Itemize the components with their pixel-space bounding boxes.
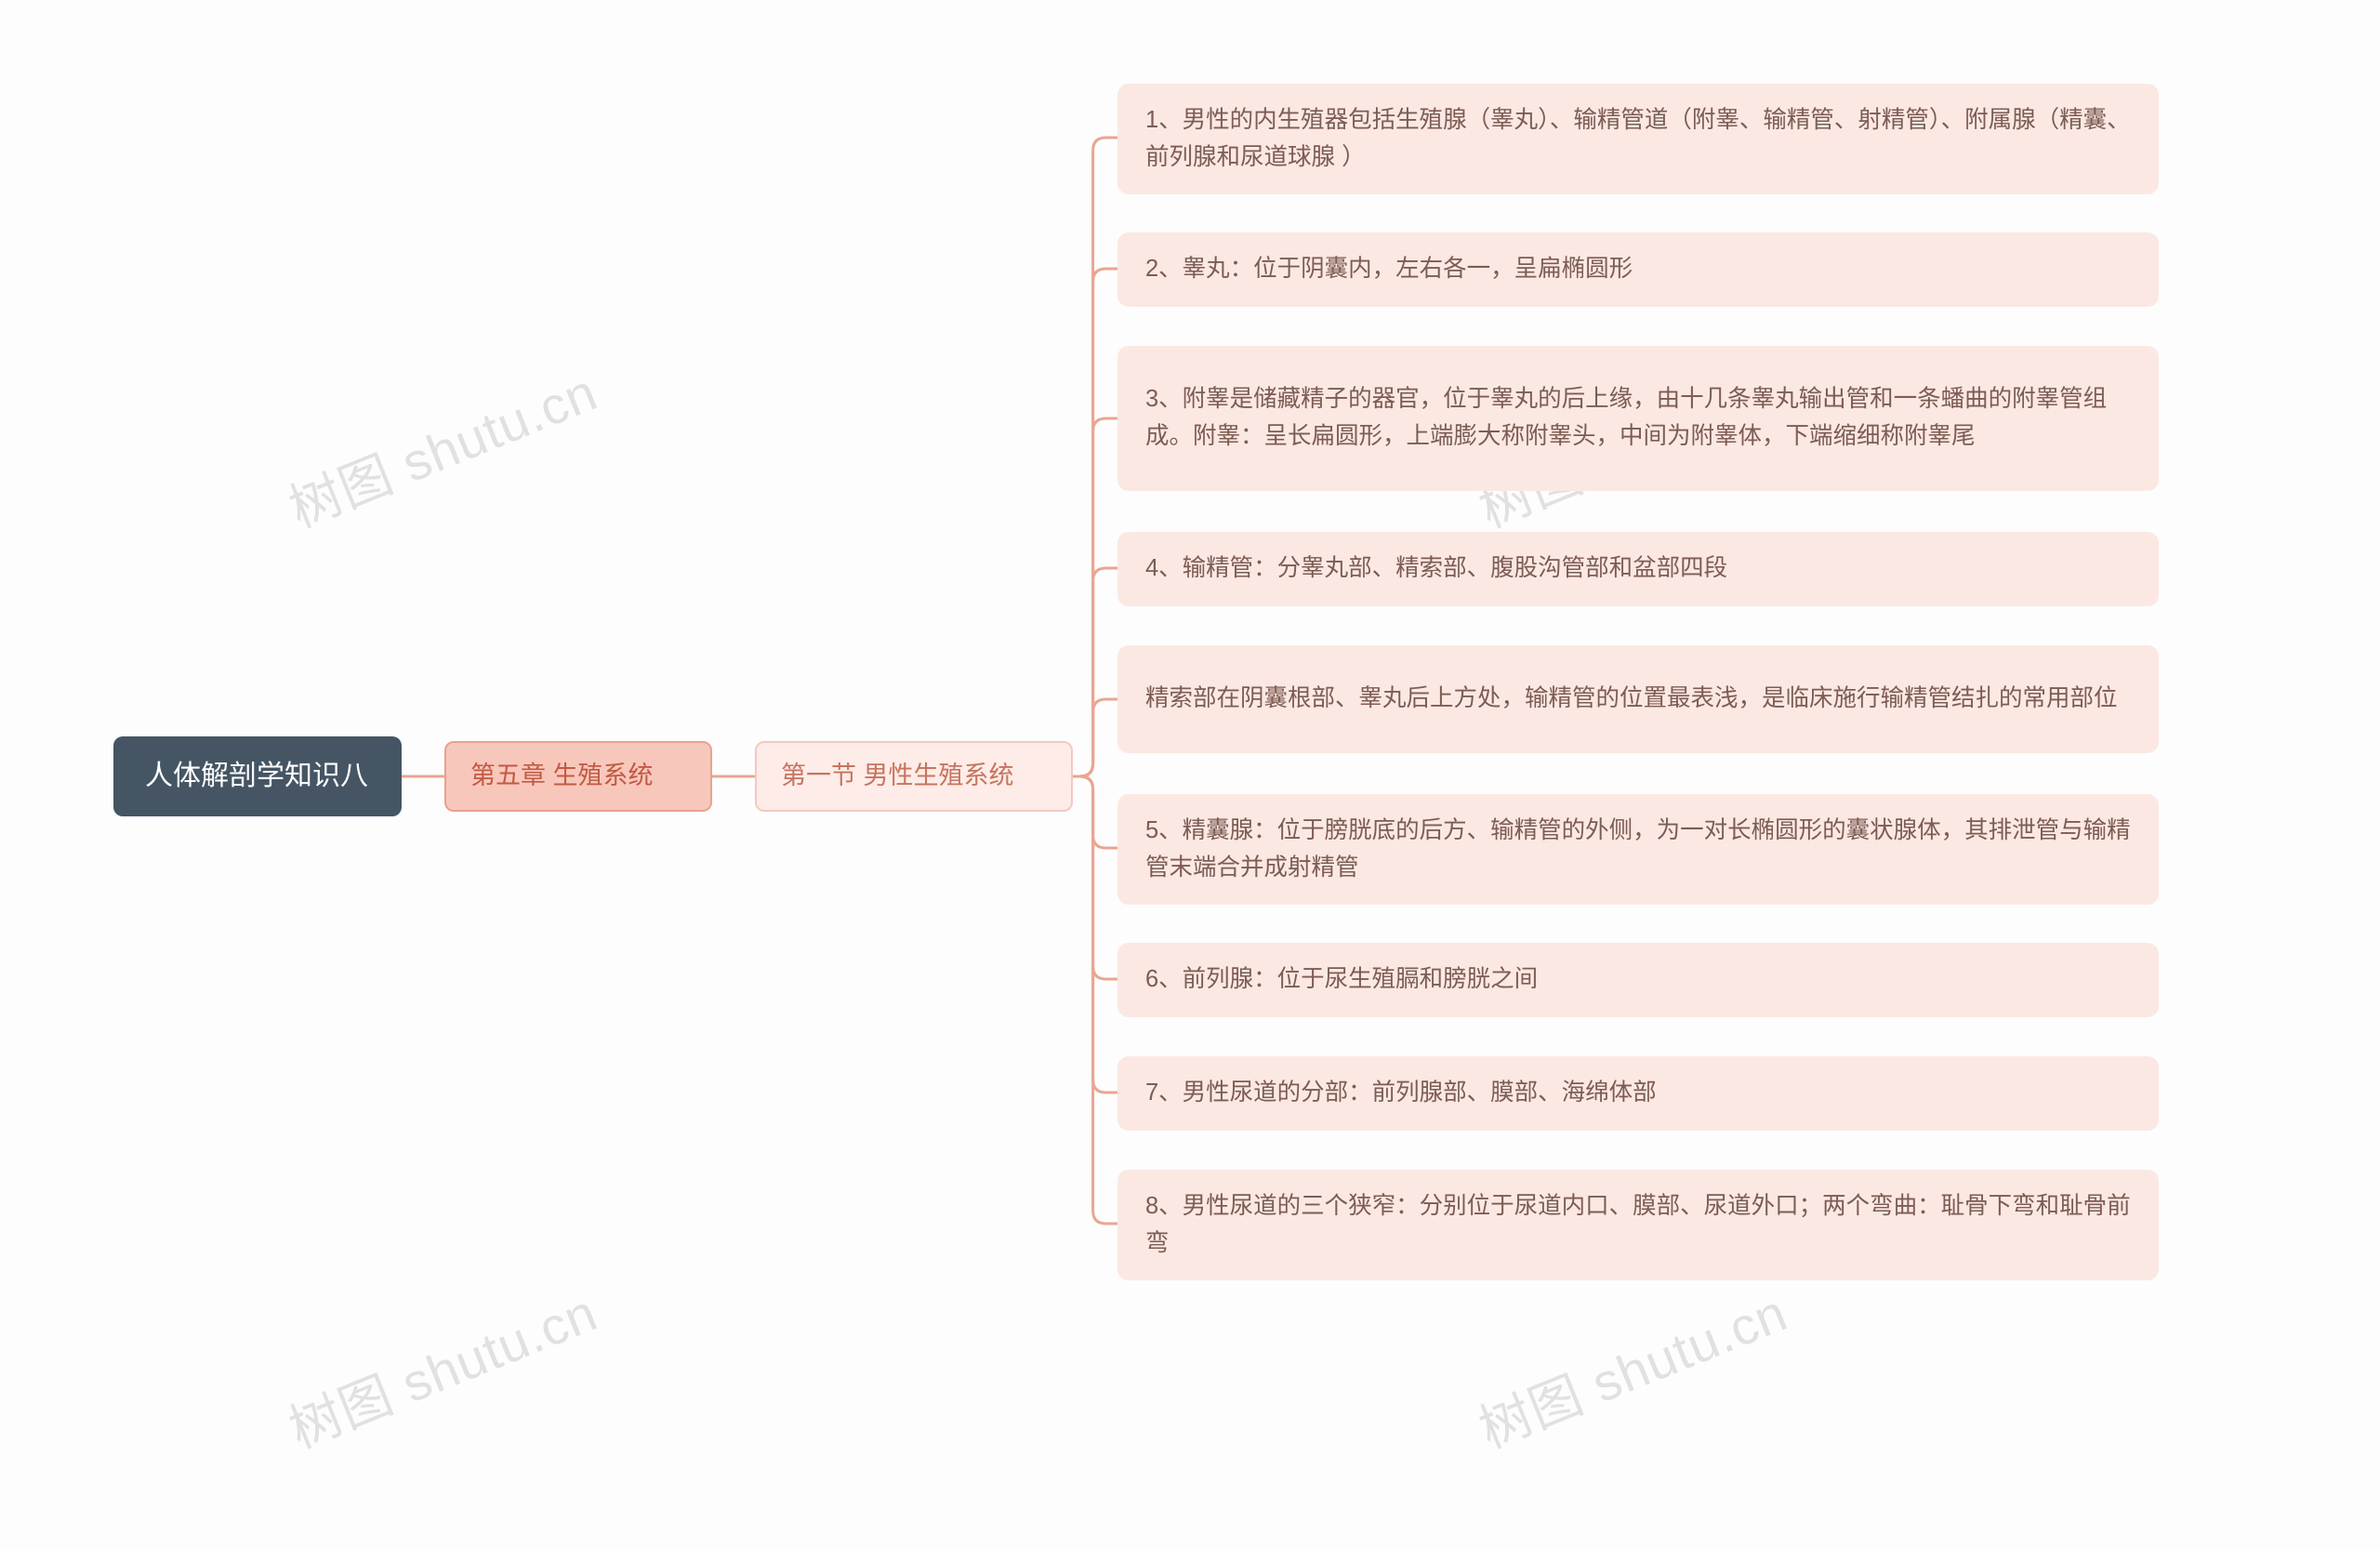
leaf-node[interactable]: 2、睾丸：位于阴囊内，左右各一，呈扁椭圆形 [1117, 232, 2159, 307]
root-label: 人体解剖学知识八 [145, 755, 368, 799]
leaf-node[interactable]: 6、前列腺：位于尿生殖膈和膀胱之间 [1117, 943, 2159, 1017]
leaf-label: 精索部在阴囊根部、睾丸后上方处，输精管的位置最表浅，是临床施行输精管结扎的常用部… [1145, 681, 2118, 718]
leaf-node[interactable]: 5、精囊腺：位于膀胱底的后方、输精管的外侧，为一对长椭圆形的囊状腺体，其排泄管与… [1117, 794, 2159, 905]
level1-node[interactable]: 第五章 生殖系统 [444, 741, 712, 812]
leaf-node[interactable]: 7、男性尿道的分部：前列腺部、膜部、海绵体部 [1117, 1056, 2159, 1131]
watermark: 树图 shutu.cn [1467, 1271, 1797, 1463]
root-node[interactable]: 人体解剖学知识八 [113, 736, 402, 816]
leaf-node[interactable]: 3、附睾是储藏精子的器官，位于睾丸的后上缘，由十几条睾丸输出管和一条蟠曲的附睾管… [1117, 346, 2159, 491]
leaf-label: 2、睾丸：位于阴囊内，左右各一，呈扁椭圆形 [1145, 251, 1633, 288]
leaf-label: 7、男性尿道的分部：前列腺部、膜部、海绵体部 [1145, 1075, 1657, 1112]
leaf-node[interactable]: 精索部在阴囊根部、睾丸后上方处，输精管的位置最表浅，是临床施行输精管结扎的常用部… [1117, 645, 2159, 753]
mindmap-canvas: 树图 shutu.cn 树图 shutu.cn 树图 shutu.cn 树图 s… [0, 0, 2380, 1550]
watermark: 树图 shutu.cn [277, 351, 607, 542]
leaf-label: 5、精囊腺：位于膀胱底的后方、输精管的外侧，为一对长椭圆形的囊状腺体，其排泄管与… [1145, 813, 2131, 886]
leaf-node[interactable]: 4、输精管：分睾丸部、精索部、腹股沟管部和盆部四段 [1117, 532, 2159, 606]
leaf-label: 4、输精管：分睾丸部、精索部、腹股沟管部和盆部四段 [1145, 550, 1727, 588]
level2-label: 第一节 男性生殖系统 [781, 757, 1014, 796]
level2-node[interactable]: 第一节 男性生殖系统 [755, 741, 1073, 812]
level1-label: 第五章 生殖系统 [470, 757, 654, 796]
watermark: 树图 shutu.cn [277, 1271, 607, 1463]
leaf-label: 8、男性尿道的三个狭窄：分别位于尿道内口、膜部、尿道外口；两个弯曲：耻骨下弯和耻… [1145, 1188, 2131, 1262]
leaf-node[interactable]: 8、男性尿道的三个狭窄：分别位于尿道内口、膜部、尿道外口；两个弯曲：耻骨下弯和耻… [1117, 1170, 2159, 1280]
leaf-node[interactable]: 1、男性的内生殖器包括生殖腺（睾丸）、输精管道（附睾、输精管、射精管）、附属腺（… [1117, 84, 2159, 194]
leaf-label: 1、男性的内生殖器包括生殖腺（睾丸）、输精管道（附睾、输精管、射精管）、附属腺（… [1145, 102, 2131, 176]
leaf-label: 3、附睾是储藏精子的器官，位于睾丸的后上缘，由十几条睾丸输出管和一条蟠曲的附睾管… [1145, 381, 2131, 455]
leaf-label: 6、前列腺：位于尿生殖膈和膀胱之间 [1145, 961, 1538, 999]
